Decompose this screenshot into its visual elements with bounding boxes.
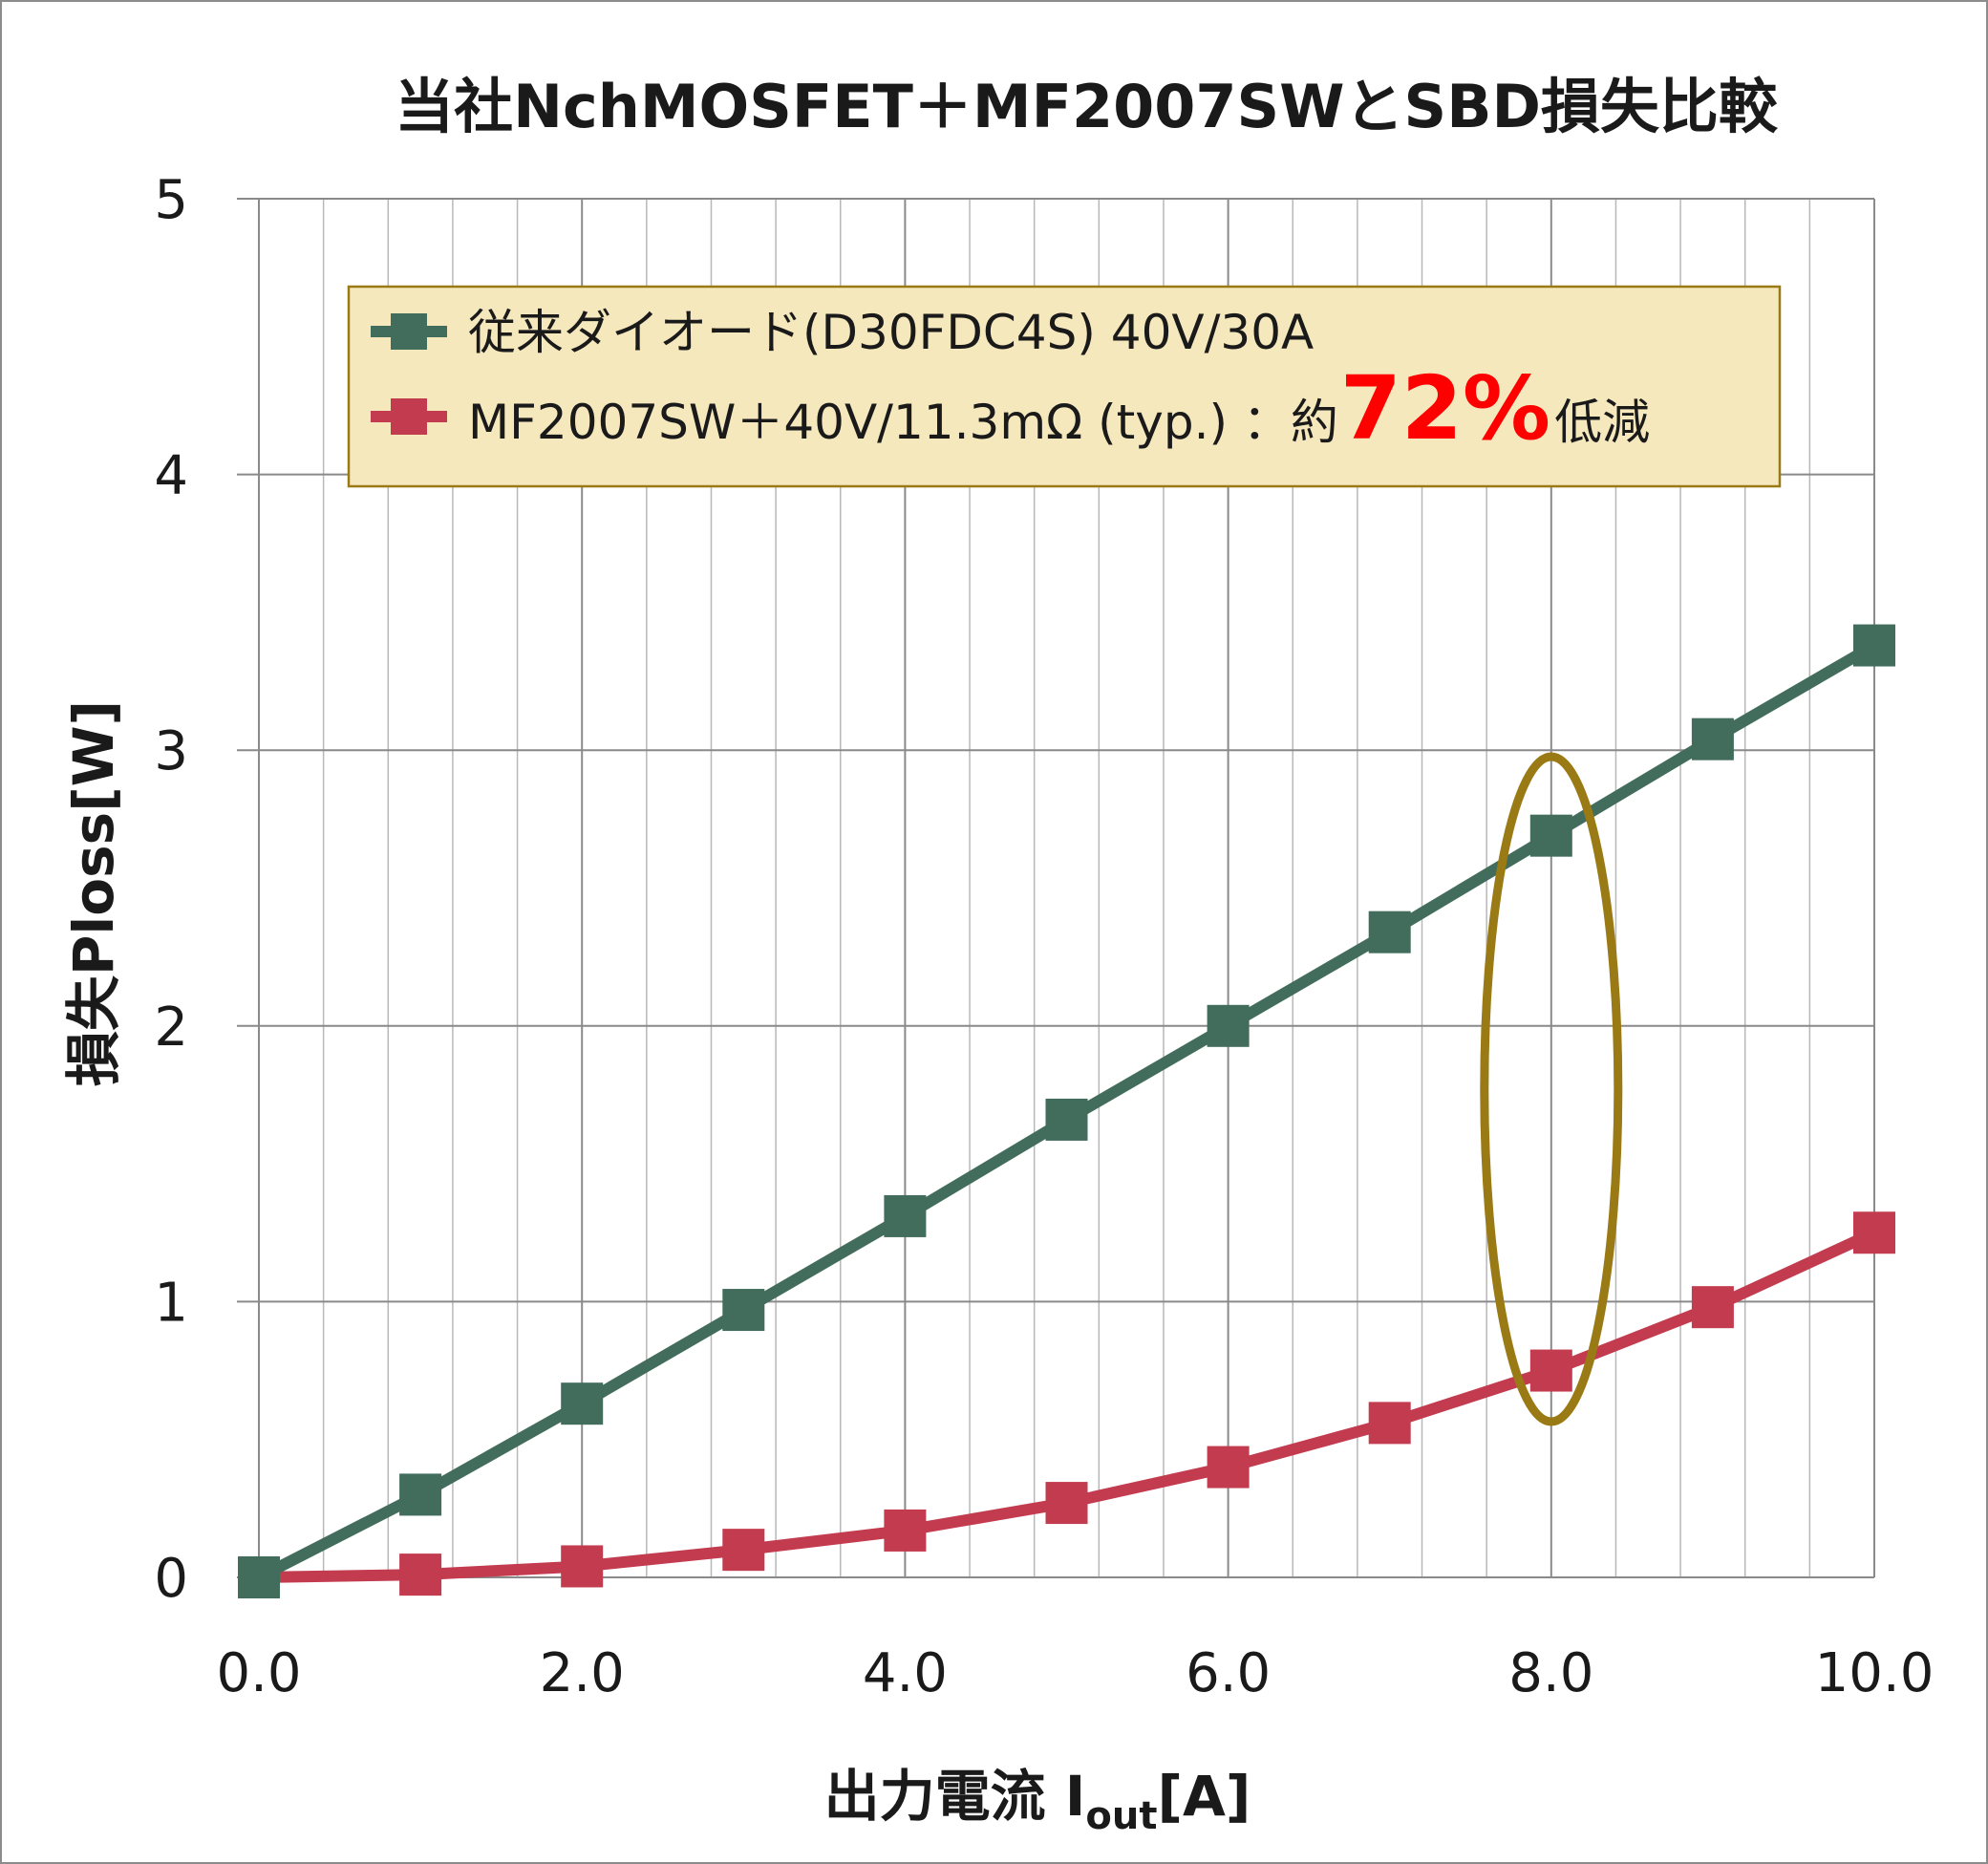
legend-box: [347, 285, 1782, 488]
data-point-series2: [884, 1509, 927, 1552]
data-point-series1: [1368, 911, 1411, 953]
data-point-series2: [1853, 1211, 1895, 1254]
x-axis-label: 出力電流 Iout[A]: [824, 1764, 1251, 1838]
data-point-series1: [1691, 718, 1734, 761]
y-tick-label: 4: [154, 445, 188, 507]
legend-label-series1: 従来ダイオード(D30FDC4S) 40V/30A: [468, 305, 1314, 360]
y-tick-label: 5: [154, 169, 188, 231]
x-tick-label: 4.0: [863, 1642, 948, 1704]
data-point-series2: [722, 1529, 765, 1572]
x-tick-labels: 0.0 2.0 4.0 6.0 8.0 10.0: [216, 1642, 1934, 1704]
data-point-series1: [238, 1556, 280, 1598]
reduction-suffix: 低減: [1554, 395, 1650, 450]
data-point-series1: [1207, 1004, 1250, 1047]
y-tick-label: 2: [154, 996, 188, 1059]
data-point-series2: [561, 1545, 604, 1588]
data-point-series2: [1368, 1402, 1411, 1445]
chart-title: 当社NchMOSFET＋MF2007SWとSBD損失比較: [395, 72, 1779, 141]
y-tick-label: 1: [154, 1272, 188, 1334]
data-point-series1: [399, 1473, 442, 1516]
legend-marker-series1: [391, 313, 427, 350]
data-point-series1: [884, 1194, 927, 1237]
data-point-series2: [1207, 1446, 1250, 1489]
data-point-series1: [1529, 814, 1572, 857]
legend-label-series2: MF2007SW＋40V/11.3mΩ (typ.) ：約72%低減: [468, 357, 1650, 460]
highlight-ellipse: [1480, 752, 1623, 1426]
data-point-series1: [561, 1382, 604, 1425]
data-point-series2: [1691, 1286, 1734, 1329]
series-group: [238, 624, 1895, 1598]
data-point-series1: [1853, 624, 1895, 667]
legend-marker-series2: [391, 398, 427, 435]
x-tick-label: 2.0: [540, 1642, 625, 1704]
y-tick-label: 0: [154, 1548, 188, 1610]
x-axis-label-unit: [A]: [1157, 1764, 1251, 1829]
y-tick-labels: 0 1 2 3 4 5: [154, 169, 188, 1610]
y-tick-label: 3: [154, 720, 188, 782]
x-tick-label: 6.0: [1186, 1642, 1271, 1704]
y-axis-label: 損失Ploss[W]: [61, 700, 126, 1086]
x-axis-label-sub: out: [1085, 1794, 1157, 1838]
x-tick-label: 8.0: [1508, 1642, 1593, 1704]
data-point-series1: [722, 1289, 765, 1332]
x-axis-label-main: 出力電流 I: [824, 1764, 1086, 1829]
x-tick-label: 0.0: [216, 1642, 301, 1704]
legend-series2-text: MF2007SW＋40V/11.3mΩ (typ.) ：約: [468, 395, 1338, 450]
reduction-percent: 72%: [1340, 357, 1550, 460]
data-point-series1: [1045, 1098, 1088, 1141]
data-point-series2: [399, 1553, 442, 1596]
legend: 従来ダイオード(D30FDC4S) 40V/30A MF2007SW＋40V/1…: [347, 285, 1782, 488]
x-tick-label: 10.0: [1815, 1642, 1935, 1704]
data-point-series2: [1045, 1482, 1088, 1525]
data-point-series2: [1529, 1349, 1572, 1392]
